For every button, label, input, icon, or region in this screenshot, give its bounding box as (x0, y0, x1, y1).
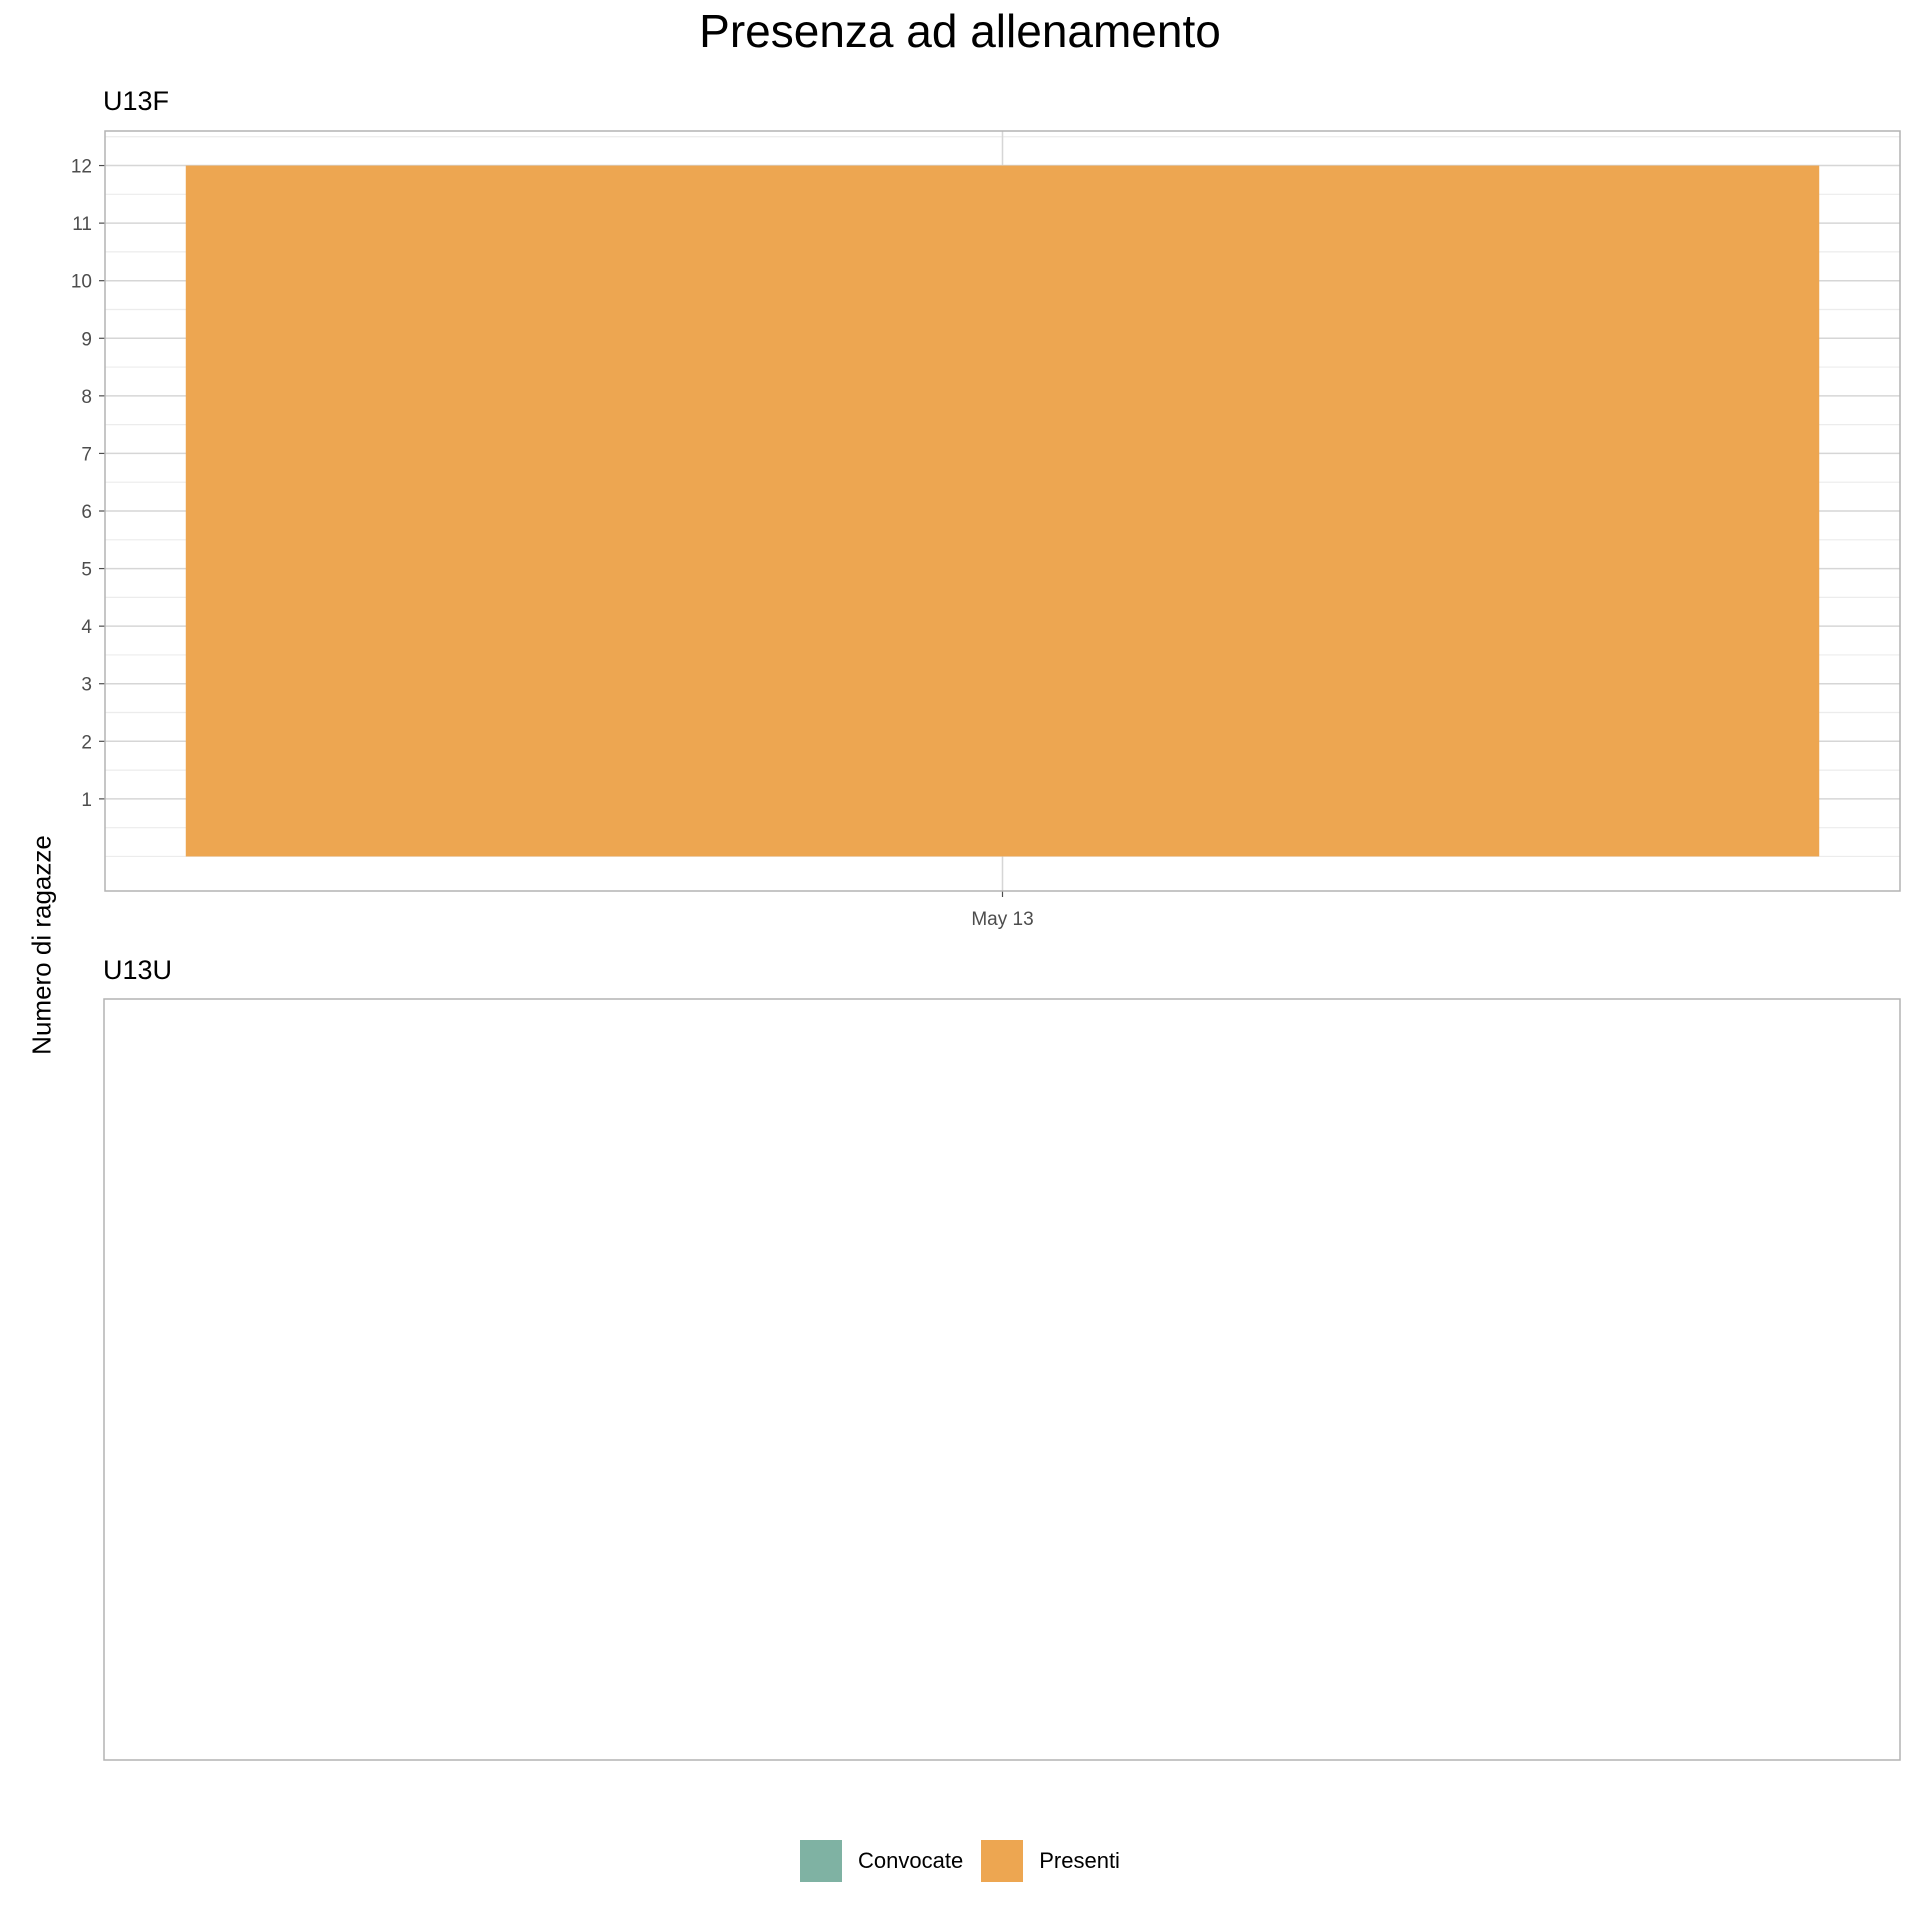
x-tick-label: May 13 (971, 909, 1033, 930)
y-tick-label: 1 (81, 790, 92, 811)
y-tick-label: 8 (81, 387, 92, 408)
y-tick-label: 11 (72, 214, 92, 235)
panel-border-u13u (103, 998, 1901, 1761)
legend-item-presenti: Presenti (981, 1840, 1120, 1882)
legend-label-convocate: Convocate (858, 1848, 964, 1873)
bar-presenti (185, 165, 1820, 857)
facet-title-u13f: U13F (103, 86, 170, 116)
legend: Convocate Presenti (0, 1840, 1920, 1882)
y-tick-label: 7 (81, 444, 92, 465)
chart-title: Presenza ad allenamento (699, 5, 1221, 57)
legend-item-convocate: Convocate (800, 1840, 963, 1882)
y-tick-label: 10 (71, 272, 92, 293)
y-tick-label: 6 (81, 502, 92, 523)
panel-border-u13f (104, 130, 1901, 892)
legend-label-presenti: Presenti (1039, 1848, 1120, 1873)
legend-key-presenti (981, 1840, 1024, 1882)
y-tick-label: 12 (71, 157, 92, 178)
y-tick-label: 4 (81, 617, 92, 638)
legend-key-convocate (800, 1840, 843, 1882)
y-tick-label: 3 (81, 675, 92, 696)
y-tick-label: 2 (81, 732, 92, 753)
y-tick-label: 5 (81, 560, 92, 581)
y-tick-label: 9 (81, 329, 92, 350)
facet-title-u13u: U13U (103, 955, 173, 985)
